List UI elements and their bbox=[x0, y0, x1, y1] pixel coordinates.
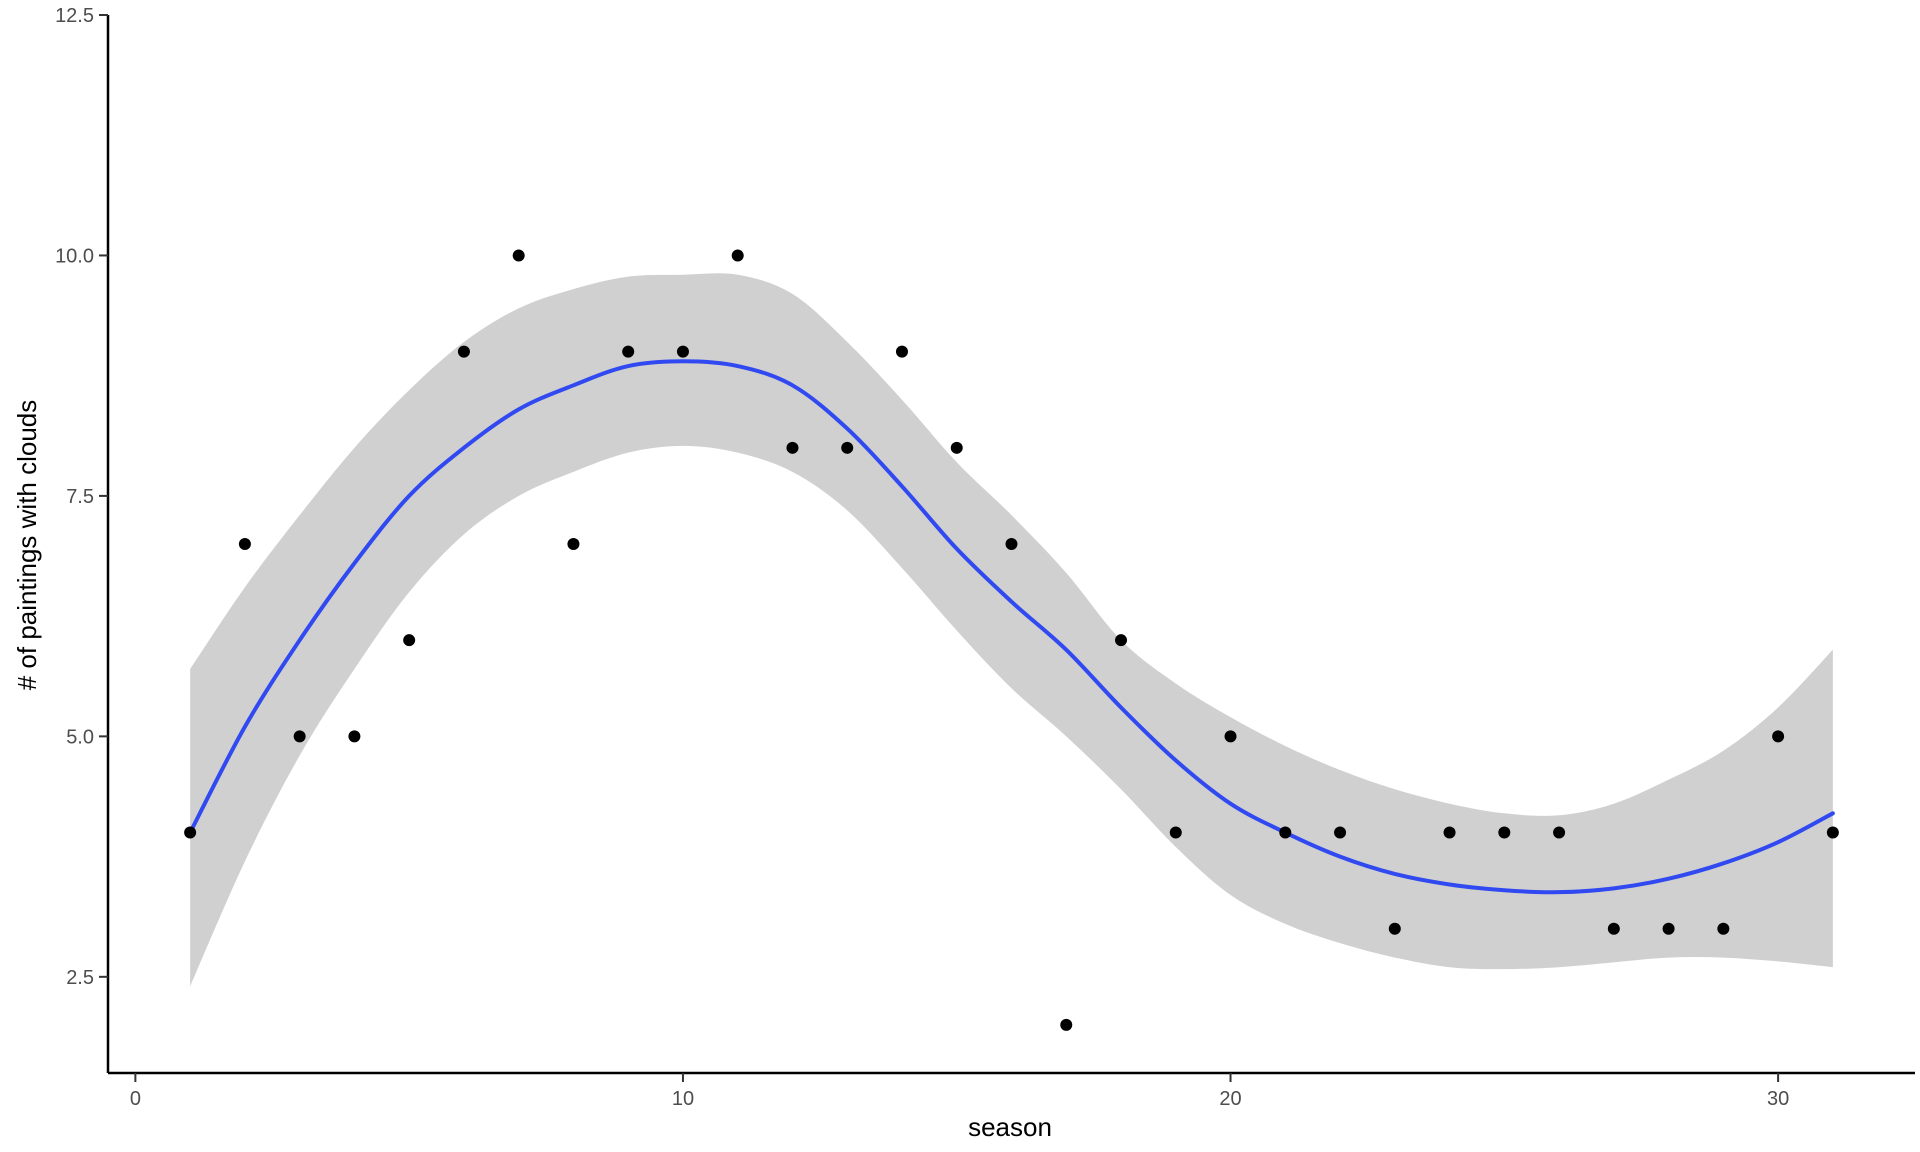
data-point bbox=[1498, 826, 1511, 839]
data-point bbox=[1443, 826, 1456, 839]
data-point bbox=[1607, 922, 1620, 935]
data-point bbox=[731, 249, 744, 262]
y-tick-label: 2.5 bbox=[66, 967, 94, 989]
data-point bbox=[1662, 922, 1675, 935]
data-point bbox=[1772, 730, 1785, 743]
y-axis-title: # of paintings with clouds bbox=[12, 400, 42, 691]
axes: 0 10 20 30 2.5 5.0 7.5 10.0 12.5 bbox=[55, 5, 1915, 1110]
y-tick-label: 5.0 bbox=[66, 726, 94, 748]
data-point bbox=[895, 345, 908, 358]
data-point bbox=[1224, 730, 1237, 743]
x-tick-label: 10 bbox=[672, 1088, 694, 1110]
y-tick-label: 12.5 bbox=[55, 5, 94, 27]
data-point bbox=[1005, 538, 1018, 550]
smooth-line bbox=[188, 359, 1835, 895]
confidence-band bbox=[190, 273, 1833, 987]
confidence-band-layer bbox=[190, 273, 1833, 987]
data-point bbox=[512, 249, 525, 262]
data-point bbox=[1553, 826, 1566, 839]
data-point bbox=[293, 730, 306, 743]
data-point bbox=[950, 441, 963, 454]
x-axis-title: season bbox=[968, 1112, 1052, 1142]
data-point bbox=[1717, 922, 1730, 935]
data-point bbox=[786, 441, 799, 454]
data-point bbox=[184, 826, 197, 839]
data-point bbox=[1169, 826, 1182, 839]
points-layer bbox=[184, 249, 1839, 1031]
smooth-line-layer bbox=[188, 359, 1835, 895]
data-point bbox=[1279, 826, 1292, 839]
data-point bbox=[567, 538, 580, 550]
data-point bbox=[1388, 922, 1401, 935]
data-point bbox=[841, 441, 854, 454]
data-point bbox=[457, 345, 470, 358]
data-point bbox=[238, 538, 251, 550]
data-point bbox=[1826, 826, 1839, 839]
data-point bbox=[348, 730, 361, 743]
x-tick-label: 30 bbox=[1767, 1088, 1789, 1110]
y-tick-label: 10.0 bbox=[55, 245, 94, 267]
x-tick-label: 20 bbox=[1219, 1088, 1241, 1110]
data-point bbox=[676, 345, 689, 358]
data-point bbox=[1060, 1018, 1073, 1031]
data-point bbox=[403, 634, 416, 647]
x-tick-label: 0 bbox=[130, 1088, 141, 1110]
data-point bbox=[622, 345, 635, 358]
data-point bbox=[1115, 634, 1128, 647]
y-tick-label: 7.5 bbox=[66, 486, 94, 508]
data-point bbox=[1334, 826, 1347, 839]
